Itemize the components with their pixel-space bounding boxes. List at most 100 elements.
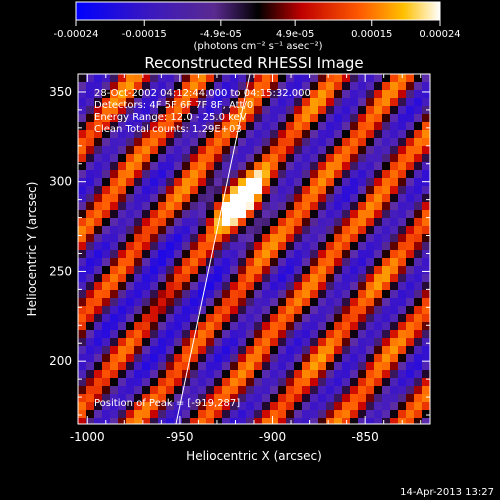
heatmap-cell bbox=[230, 90, 239, 99]
heatmap-cell bbox=[230, 386, 239, 395]
heatmap-cell bbox=[262, 370, 271, 379]
heatmap-cell bbox=[398, 402, 407, 411]
heatmap-cell bbox=[366, 170, 375, 179]
heatmap-cell bbox=[150, 170, 159, 179]
heatmap-cell bbox=[206, 146, 215, 155]
heatmap-cell bbox=[246, 242, 255, 251]
heatmap-cell bbox=[222, 90, 231, 99]
heatmap-cell bbox=[246, 354, 255, 363]
heatmap-cell bbox=[422, 282, 430, 291]
heatmap-cell bbox=[398, 106, 407, 115]
heatmap-cell bbox=[390, 170, 399, 179]
heatmap-cell bbox=[94, 274, 103, 283]
heatmap-cell bbox=[222, 402, 231, 411]
heatmap-cell bbox=[326, 178, 335, 187]
heatmap-cell bbox=[342, 82, 351, 91]
heatmap-cell bbox=[174, 114, 183, 123]
annotation-energy: Energy Range: 12.0 - 25.0 keV bbox=[94, 112, 247, 123]
heatmap-cell bbox=[86, 370, 95, 379]
heatmap-cell bbox=[150, 314, 159, 323]
heatmap-cell bbox=[302, 266, 311, 275]
heatmap-cell bbox=[198, 330, 207, 339]
heatmap-cell bbox=[222, 98, 231, 107]
heatmap-cell bbox=[422, 226, 430, 235]
heatmap-cell bbox=[134, 354, 143, 363]
heatmap-cell bbox=[102, 250, 111, 259]
heatmap-cell bbox=[214, 122, 223, 131]
heatmap-cell bbox=[246, 162, 255, 171]
heatmap-cell bbox=[406, 322, 415, 331]
heatmap-cell bbox=[398, 162, 407, 171]
heatmap-cell bbox=[126, 226, 135, 235]
heatmap-cell bbox=[94, 362, 103, 371]
heatmap-cell bbox=[358, 282, 367, 291]
heatmap-cell bbox=[334, 402, 343, 411]
heatmap-cell bbox=[414, 418, 423, 424]
heatmap-cell bbox=[422, 114, 430, 123]
heatmap-cell bbox=[198, 346, 207, 355]
heatmap-cell bbox=[174, 242, 183, 251]
heatmap-cell bbox=[254, 154, 263, 163]
heatmap-cell bbox=[174, 386, 183, 395]
heatmap-cell bbox=[182, 402, 191, 411]
heatmap-cell bbox=[94, 138, 103, 147]
heatmap-cell bbox=[406, 378, 415, 387]
heatmap-cell bbox=[302, 402, 311, 411]
heatmap-cell bbox=[190, 242, 199, 251]
heatmap-cell bbox=[278, 290, 287, 299]
heatmap-cell bbox=[278, 170, 287, 179]
heatmap-cell bbox=[246, 122, 255, 131]
heatmap-cell bbox=[414, 282, 423, 291]
heatmap-cell bbox=[238, 402, 247, 411]
heatmap-cell bbox=[214, 402, 223, 411]
heatmap-cell bbox=[326, 394, 335, 403]
heatmap-cell bbox=[422, 354, 430, 363]
heatmap-cell bbox=[78, 306, 87, 315]
heatmap-cell bbox=[286, 402, 295, 411]
heatmap-cell bbox=[254, 322, 263, 331]
heatmap-cell bbox=[198, 178, 207, 187]
heatmap-cell bbox=[278, 274, 287, 283]
heatmap-cell bbox=[398, 370, 407, 379]
heatmap-cell bbox=[150, 258, 159, 267]
heatmap-cell bbox=[318, 386, 327, 395]
heatmap-cell bbox=[342, 218, 351, 227]
heatmap-cell bbox=[142, 274, 151, 283]
heatmap-cell bbox=[142, 234, 151, 243]
heatmap-cell bbox=[134, 370, 143, 379]
heatmap-cell bbox=[118, 258, 127, 267]
heatmap-cell bbox=[246, 210, 255, 219]
heatmap-cell bbox=[398, 394, 407, 403]
heatmap-cell bbox=[374, 202, 383, 211]
heatmap-cell bbox=[174, 98, 183, 107]
heatmap-cell bbox=[262, 162, 271, 171]
heatmap-cell bbox=[126, 98, 135, 107]
heatmap-cell bbox=[190, 154, 199, 163]
x-tick-label: -950 bbox=[166, 430, 193, 444]
heatmap-cell bbox=[94, 330, 103, 339]
heatmap-cell bbox=[158, 114, 167, 123]
heatmap-cell bbox=[198, 418, 207, 424]
heatmap-cell bbox=[110, 226, 119, 235]
heatmap-cell bbox=[134, 338, 143, 347]
heatmap-cell bbox=[310, 362, 319, 371]
heatmap-cell bbox=[350, 314, 359, 323]
heatmap-cell bbox=[398, 322, 407, 331]
heatmap-cell bbox=[262, 338, 271, 347]
heatmap-cell bbox=[134, 218, 143, 227]
heatmap-cell bbox=[366, 330, 375, 339]
heatmap-cell bbox=[326, 122, 335, 131]
heatmap-cell bbox=[334, 290, 343, 299]
heatmap-cell bbox=[334, 98, 343, 107]
heatmap-cell bbox=[206, 386, 215, 395]
heatmap-cell bbox=[310, 154, 319, 163]
heatmap-cell bbox=[350, 306, 359, 315]
heatmap-cell bbox=[414, 178, 423, 187]
heatmap-cell bbox=[166, 194, 175, 203]
heatmap-cell bbox=[366, 322, 375, 331]
heatmap-cell bbox=[198, 378, 207, 387]
heatmap-cell bbox=[390, 114, 399, 123]
heatmap-cell bbox=[286, 114, 295, 123]
heatmap-cell bbox=[286, 306, 295, 315]
heatmap-cell bbox=[278, 218, 287, 227]
